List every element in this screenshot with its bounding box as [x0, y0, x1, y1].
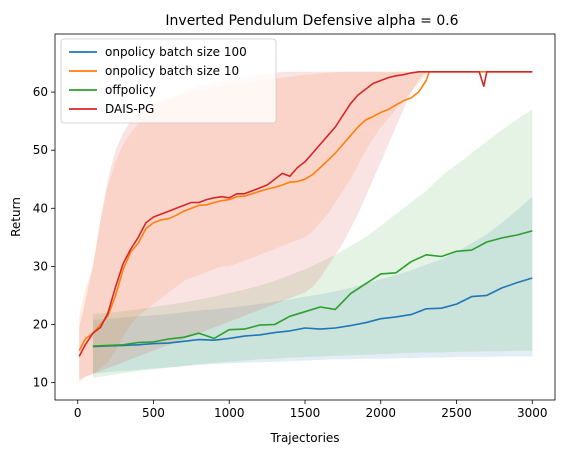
x-axis-ticks: 0 500 1000 1500 2000 2500 3000: [74, 400, 548, 420]
legend-label: offpolicy: [105, 83, 156, 97]
legend: onpolicy batch size 100 onpolicy batch si…: [60, 38, 277, 124]
line-onpolicy-batch-size-10: [78, 71, 533, 351]
x-axis-label: Trajectories: [269, 431, 339, 445]
line-offpolicy: [92, 230, 533, 347]
y-tick-label: 60: [33, 85, 48, 99]
legend-box: [60, 38, 277, 124]
legend-label: DAIS-PG: [105, 102, 154, 116]
x-tick-label: 0: [74, 406, 82, 420]
y-tick-label: 40: [33, 201, 48, 215]
legend-label: onpolicy batch size 10: [105, 64, 239, 78]
x-tick-label: 500: [142, 406, 165, 420]
x-tick-label: 2000: [365, 406, 396, 420]
line-onpolicy-batch-size-100: [92, 277, 533, 348]
band-onpolicy-batch-size-100: [92, 196, 533, 374]
chart-title: Inverted Pendulum Defensive alpha = 0.6: [165, 13, 458, 29]
line-dais-pg: [78, 71, 533, 357]
band-onpolicy-batch-size-10: [79, 71, 533, 383]
x-tick-label: 1500: [290, 406, 321, 420]
y-tick-label: 50: [33, 143, 48, 157]
y-tick-label: 20: [33, 317, 48, 331]
x-tick-label: 2500: [441, 406, 472, 420]
y-tick-label: 30: [33, 259, 48, 273]
y-tick-label: 10: [33, 376, 48, 390]
x-tick-label: 1000: [214, 406, 245, 420]
y-axis-label: Return: [9, 197, 23, 237]
y-axis-ticks: 10 20 30 40 50 60: [33, 85, 55, 390]
series-lines: [78, 71, 533, 357]
x-tick-label: 3000: [517, 406, 548, 420]
band-dais-pg: [79, 71, 533, 380]
legend-label: onpolicy batch size 100: [105, 45, 247, 59]
